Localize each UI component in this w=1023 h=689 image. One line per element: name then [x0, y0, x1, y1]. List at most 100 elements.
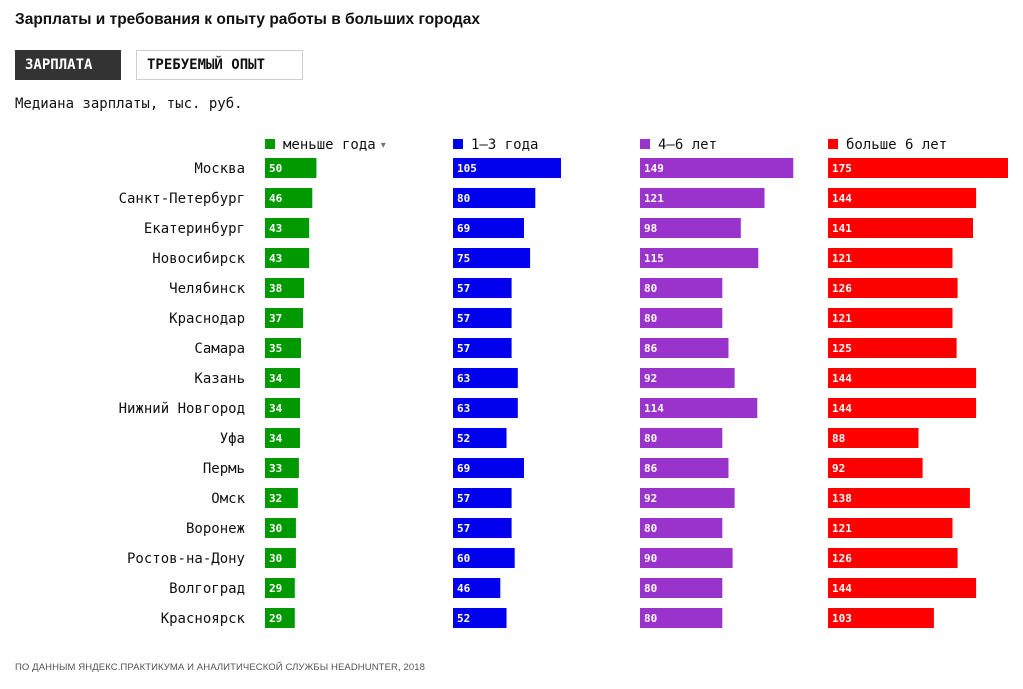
bar-4[interactable]	[828, 608, 934, 628]
bar-1[interactable]	[265, 308, 304, 328]
bar-3[interactable]	[640, 338, 729, 358]
bar-2[interactable]	[453, 608, 507, 628]
bar-value-label: 125	[832, 342, 852, 355]
bar-value-label: 86	[644, 462, 658, 475]
bar-value-label: 69	[457, 462, 470, 475]
bar-4[interactable]	[828, 488, 970, 508]
bar-4[interactable]	[828, 578, 977, 598]
bar-value-label: 63	[457, 402, 470, 415]
city-label: Москва	[194, 161, 245, 177]
bar-1[interactable]	[265, 338, 301, 358]
bar-4[interactable]	[828, 518, 953, 538]
bar-1[interactable]	[265, 158, 317, 178]
city-label: Пермь	[203, 461, 245, 477]
bar-value-label: 50	[269, 162, 282, 175]
legend-label-3[interactable]: 4–6 лет	[658, 137, 717, 153]
city-label: Красноярск	[161, 611, 246, 627]
bar-value-label: 57	[457, 492, 470, 505]
bar-1[interactable]	[265, 188, 313, 208]
bar-2[interactable]	[453, 428, 507, 448]
bar-value-label: 80	[644, 522, 657, 535]
bar-value-label: 144	[832, 582, 852, 595]
bar-4[interactable]	[828, 458, 923, 478]
bar-3[interactable]	[640, 398, 758, 418]
bar-4[interactable]	[828, 188, 977, 208]
bar-2[interactable]	[453, 248, 531, 268]
bar-1[interactable]	[265, 578, 295, 598]
bar-value-label: 121	[832, 312, 852, 325]
bar-3[interactable]	[640, 458, 729, 478]
bar-value-label: 115	[644, 252, 664, 265]
bar-value-label: 46	[269, 192, 283, 205]
bar-4[interactable]	[828, 248, 953, 268]
bar-4[interactable]	[828, 398, 977, 418]
bar-1[interactable]	[265, 458, 299, 478]
bar-2[interactable]	[453, 518, 512, 538]
bar-value-label: 29	[269, 582, 282, 595]
bar-3[interactable]	[640, 488, 735, 508]
bar-2[interactable]	[453, 278, 512, 298]
bar-1[interactable]	[265, 518, 296, 538]
bar-3[interactable]	[640, 608, 723, 628]
bar-3[interactable]	[640, 308, 723, 328]
bar-2[interactable]	[453, 488, 512, 508]
bar-value-label: 144	[832, 192, 852, 205]
bar-4[interactable]	[828, 308, 953, 328]
bar-value-label: 29	[269, 612, 282, 625]
bar-4[interactable]	[828, 428, 919, 448]
bar-value-label: 80	[644, 582, 657, 595]
bar-2[interactable]	[453, 548, 515, 568]
city-label: Уфа	[220, 431, 245, 447]
bar-2[interactable]	[453, 218, 524, 238]
city-label: Краснодар	[169, 311, 245, 327]
bar-value-label: 149	[644, 162, 664, 175]
bar-4[interactable]	[828, 278, 958, 298]
bar-value-label: 34	[269, 402, 283, 415]
bar-3[interactable]	[640, 518, 723, 538]
bar-1[interactable]	[265, 398, 300, 418]
bar-3[interactable]	[640, 248, 759, 268]
bar-2[interactable]	[453, 338, 512, 358]
bar-2[interactable]	[453, 398, 518, 418]
bar-1[interactable]	[265, 368, 300, 388]
bar-1[interactable]	[265, 428, 300, 448]
bar-3[interactable]	[640, 188, 765, 208]
legend-label-1[interactable]: меньше года	[283, 137, 376, 153]
bar-3[interactable]	[640, 278, 723, 298]
bar-1[interactable]	[265, 548, 296, 568]
bar-3[interactable]	[640, 158, 794, 178]
bar-value-label: 88	[832, 432, 845, 445]
tab-experience[interactable]: ТРЕБУЕМЫЙ ОПЫТ	[136, 50, 303, 80]
bar-2[interactable]	[453, 458, 524, 478]
bar-4[interactable]	[828, 548, 958, 568]
legend-label-4[interactable]: больше 6 лет	[846, 137, 947, 153]
bar-1[interactable]	[265, 278, 305, 298]
bar-2[interactable]	[453, 578, 501, 598]
bar-value-label: 92	[644, 492, 657, 505]
bar-2[interactable]	[453, 188, 536, 208]
bar-3[interactable]	[640, 218, 741, 238]
legend-swatch-1	[265, 139, 275, 149]
bar-value-label: 63	[457, 372, 470, 385]
bar-1[interactable]	[265, 248, 310, 268]
bar-value-label: 80	[644, 282, 657, 295]
bar-3[interactable]	[640, 428, 723, 448]
bar-4[interactable]	[828, 338, 957, 358]
legend-label-2[interactable]: 1–3 года	[471, 137, 538, 153]
bar-4[interactable]	[828, 218, 973, 238]
bar-1[interactable]	[265, 218, 310, 238]
sort-arrow-icon[interactable]: ▾	[381, 140, 386, 151]
legend-swatch-2	[453, 139, 463, 149]
bar-3[interactable]	[640, 548, 733, 568]
bar-1[interactable]	[265, 608, 295, 628]
bar-2[interactable]	[453, 368, 518, 388]
bar-2[interactable]	[453, 308, 512, 328]
bar-value-label: 38	[269, 282, 282, 295]
bar-1[interactable]	[265, 488, 298, 508]
bar-4[interactable]	[828, 368, 977, 388]
bar-3[interactable]	[640, 578, 723, 598]
bar-2[interactable]	[453, 158, 561, 178]
bar-3[interactable]	[640, 368, 735, 388]
bar-4[interactable]	[828, 158, 1008, 178]
tab-salary[interactable]: ЗАРПЛАТА	[15, 50, 121, 80]
